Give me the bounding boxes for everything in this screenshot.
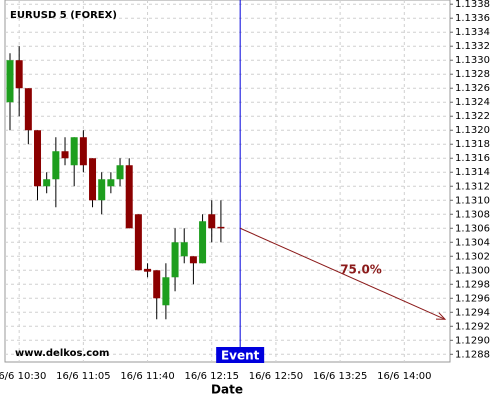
y-tick-label: 1.1294 bbox=[455, 307, 490, 318]
candle-body bbox=[98, 179, 106, 201]
candle-body bbox=[153, 270, 161, 299]
candle-body bbox=[34, 130, 42, 187]
y-tick-label: 1.1320 bbox=[455, 125, 490, 136]
y-tick-label: 1.1292 bbox=[455, 321, 490, 332]
candle-body bbox=[116, 165, 124, 180]
y-tick-label: 1.1306 bbox=[455, 223, 490, 234]
y-tick-label: 1.1298 bbox=[455, 279, 490, 290]
x-tick-label: 16/6 11:40 bbox=[120, 371, 174, 382]
y-tick-label: 1.1310 bbox=[455, 195, 490, 206]
x-tick-label: 16/6 10:30 bbox=[0, 371, 46, 382]
x-tick-label: 16/6 12:50 bbox=[249, 371, 303, 382]
x-tick-label: 16/6 11:05 bbox=[56, 371, 110, 382]
candle-body bbox=[89, 158, 97, 201]
y-tick-label: 1.1302 bbox=[455, 251, 490, 262]
candle-body bbox=[6, 60, 14, 103]
candle-body bbox=[144, 268, 152, 272]
x-tick-label: 16/6 14:00 bbox=[377, 371, 431, 382]
candle-body bbox=[79, 137, 87, 166]
y-tick-label: 1.1328 bbox=[455, 69, 490, 80]
y-tick-label: 1.1338 bbox=[455, 0, 490, 10]
x-axis-label: Date bbox=[211, 383, 243, 397]
candle-body bbox=[125, 165, 133, 229]
candle-body bbox=[217, 226, 225, 229]
chart-title: EURUSD 5 (FOREX) bbox=[10, 10, 117, 21]
x-tick-label: 16/6 12:15 bbox=[185, 371, 239, 382]
event-badge bbox=[216, 347, 265, 363]
candle-body bbox=[208, 214, 216, 229]
plot-frame bbox=[4, 0, 451, 363]
watermark: www.delkos.com bbox=[15, 348, 109, 359]
y-tick-label: 1.1296 bbox=[455, 293, 490, 304]
forecast-arrow bbox=[239, 227, 446, 320]
y-tick-label: 1.1304 bbox=[455, 237, 490, 248]
y-tick-label: 1.1300 bbox=[455, 265, 490, 276]
y-tick-label: 1.1324 bbox=[455, 97, 490, 108]
y-tick-label: 1.1290 bbox=[455, 335, 490, 346]
candle-body bbox=[61, 151, 69, 159]
y-tick-label: 1.1330 bbox=[455, 55, 490, 66]
candle-body bbox=[171, 242, 179, 278]
candle-body bbox=[189, 256, 197, 264]
candle-body bbox=[107, 179, 115, 187]
y-tick-label: 1.1316 bbox=[455, 153, 490, 164]
y-tick-label: 1.1288 bbox=[455, 349, 490, 360]
candle-body bbox=[70, 137, 78, 166]
y-tick-label: 1.1336 bbox=[455, 13, 490, 24]
y-tick-label: 1.1314 bbox=[455, 167, 490, 178]
y-tick-label: 1.1332 bbox=[455, 41, 490, 52]
candle-body bbox=[134, 214, 142, 271]
event-label: Event bbox=[221, 349, 260, 363]
candle-body bbox=[52, 151, 60, 180]
candle-body bbox=[180, 242, 188, 257]
y-tick-label: 1.1334 bbox=[455, 27, 490, 38]
candle-body bbox=[162, 277, 170, 306]
candle-body bbox=[24, 88, 32, 131]
forecast-label: 75.0% bbox=[340, 262, 382, 276]
arrow-head bbox=[435, 312, 447, 320]
y-tick-label: 1.1312 bbox=[455, 181, 490, 192]
candle-body bbox=[15, 60, 23, 89]
y-tick-label: 1.1308 bbox=[455, 209, 490, 220]
y-tick-label: 1.1318 bbox=[455, 139, 490, 150]
x-tick-label: 16/6 13:25 bbox=[313, 371, 367, 382]
candle-body bbox=[199, 221, 207, 264]
y-tick-label: 1.1322 bbox=[455, 111, 490, 122]
candle-body bbox=[43, 179, 51, 187]
y-tick-label: 1.1326 bbox=[455, 83, 490, 94]
